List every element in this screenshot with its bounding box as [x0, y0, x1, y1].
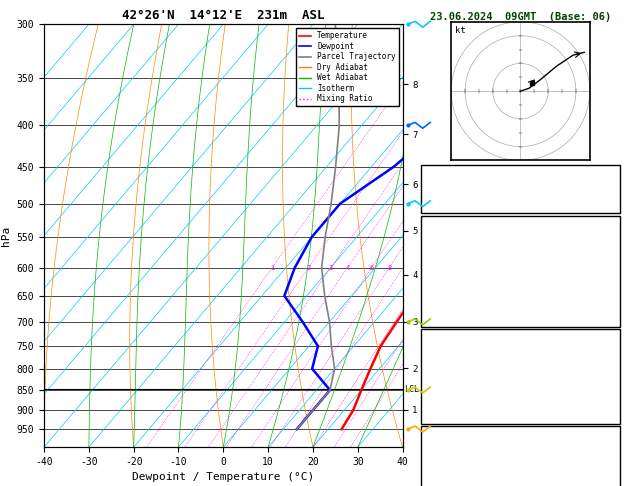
Text: 6: 6	[369, 265, 374, 271]
Text: 327: 327	[598, 265, 616, 276]
Text: 189: 189	[598, 411, 616, 421]
Text: 234°: 234°	[593, 476, 616, 486]
Y-axis label: hPa: hPa	[1, 226, 11, 246]
Text: CAPE (J): CAPE (J)	[425, 297, 472, 308]
Text: 0: 0	[610, 297, 616, 308]
Text: 23.06.2024  09GMT  (Base: 06): 23.06.2024 09GMT (Base: 06)	[430, 12, 611, 22]
Text: PW (cm): PW (cm)	[425, 200, 466, 210]
Text: 983: 983	[598, 347, 616, 357]
Text: 1: 1	[610, 379, 616, 389]
Text: Lifted Index: Lifted Index	[425, 379, 496, 389]
Text: θe(K): θe(K)	[425, 265, 455, 276]
Text: Temp (°C): Temp (°C)	[425, 233, 478, 243]
Text: EH: EH	[425, 444, 437, 454]
Title: 42°26'N  14°12'E  231m  ASL: 42°26'N 14°12'E 231m ASL	[122, 9, 325, 22]
Y-axis label: km
ASL: km ASL	[425, 236, 443, 257]
Text: 2.39: 2.39	[593, 200, 616, 210]
Text: 13.8: 13.8	[593, 249, 616, 260]
Text: 4: 4	[345, 265, 350, 271]
Text: 2: 2	[306, 265, 311, 271]
Text: 0: 0	[610, 395, 616, 405]
Text: 1: 1	[270, 265, 274, 271]
Text: Lifted Index: Lifted Index	[425, 281, 496, 292]
Text: θe (K): θe (K)	[425, 363, 460, 373]
Text: 189: 189	[598, 313, 616, 324]
Text: 327: 327	[598, 363, 616, 373]
Text: 23.3: 23.3	[593, 233, 616, 243]
Text: 36: 36	[604, 460, 616, 470]
Text: 1: 1	[610, 281, 616, 292]
Text: LCL: LCL	[404, 385, 419, 394]
Text: Dewp (°C): Dewp (°C)	[425, 249, 478, 260]
Text: StmDir: StmDir	[425, 476, 460, 486]
X-axis label: Dewpoint / Temperature (°C): Dewpoint / Temperature (°C)	[132, 472, 314, 483]
Legend: Temperature, Dewpoint, Parcel Trajectory, Dry Adiabat, Wet Adiabat, Isotherm, Mi: Temperature, Dewpoint, Parcel Trajectory…	[296, 28, 399, 106]
Text: 3: 3	[329, 265, 333, 271]
Text: CIN (J): CIN (J)	[425, 411, 466, 421]
Text: CAPE (J): CAPE (J)	[425, 395, 472, 405]
Text: CIN (J): CIN (J)	[425, 313, 466, 324]
Text: K: K	[425, 168, 431, 178]
Text: 8: 8	[387, 265, 391, 271]
Text: Hodograph: Hodograph	[494, 429, 547, 438]
Text: Surface: Surface	[500, 218, 541, 228]
Text: Totals Totals: Totals Totals	[425, 184, 501, 194]
Text: 18: 18	[604, 444, 616, 454]
Text: Pressure (mb): Pressure (mb)	[425, 347, 501, 357]
Text: © weatheronline.co.uk: © weatheronline.co.uk	[464, 471, 577, 480]
Text: kt: kt	[455, 26, 466, 35]
Text: 23: 23	[604, 168, 616, 178]
Text: 43: 43	[604, 184, 616, 194]
Text: Most Unstable: Most Unstable	[482, 331, 559, 341]
Text: SREH: SREH	[425, 460, 448, 470]
